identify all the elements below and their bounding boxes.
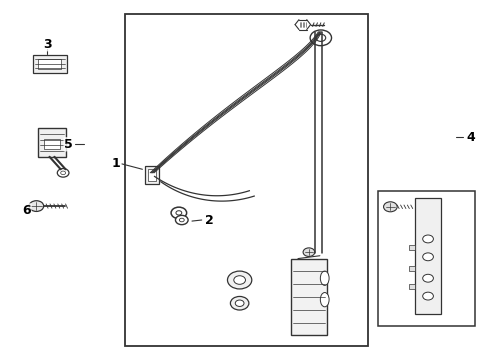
Circle shape <box>422 274 432 282</box>
Circle shape <box>57 168 69 177</box>
Bar <box>44 139 60 149</box>
Circle shape <box>171 207 186 219</box>
Circle shape <box>230 296 248 310</box>
Circle shape <box>422 292 432 300</box>
Text: 4: 4 <box>465 131 474 144</box>
Circle shape <box>227 271 251 289</box>
Circle shape <box>422 235 432 243</box>
Bar <box>408 245 414 249</box>
Text: 3: 3 <box>42 38 51 51</box>
Bar <box>408 284 414 289</box>
Circle shape <box>235 300 244 306</box>
Circle shape <box>29 201 43 211</box>
Bar <box>377 191 474 327</box>
Bar <box>414 198 441 314</box>
Circle shape <box>303 248 314 256</box>
Circle shape <box>383 202 396 212</box>
Bar <box>125 14 368 346</box>
Circle shape <box>315 34 325 41</box>
Circle shape <box>233 276 245 284</box>
Text: 6: 6 <box>22 204 31 217</box>
Circle shape <box>422 253 432 261</box>
Bar <box>33 55 67 73</box>
Bar <box>147 169 156 181</box>
Bar <box>38 59 61 69</box>
Circle shape <box>176 211 182 215</box>
Text: 1: 1 <box>111 157 120 170</box>
Text: 5: 5 <box>64 138 73 151</box>
Bar <box>144 166 159 184</box>
Text: 2: 2 <box>204 213 213 226</box>
Bar <box>290 258 326 336</box>
Ellipse shape <box>320 271 328 285</box>
Circle shape <box>175 215 188 225</box>
Circle shape <box>61 171 65 175</box>
Ellipse shape <box>320 293 328 307</box>
Circle shape <box>309 30 331 46</box>
Bar <box>408 266 414 271</box>
Bar <box>38 128 66 157</box>
Circle shape <box>179 218 184 222</box>
